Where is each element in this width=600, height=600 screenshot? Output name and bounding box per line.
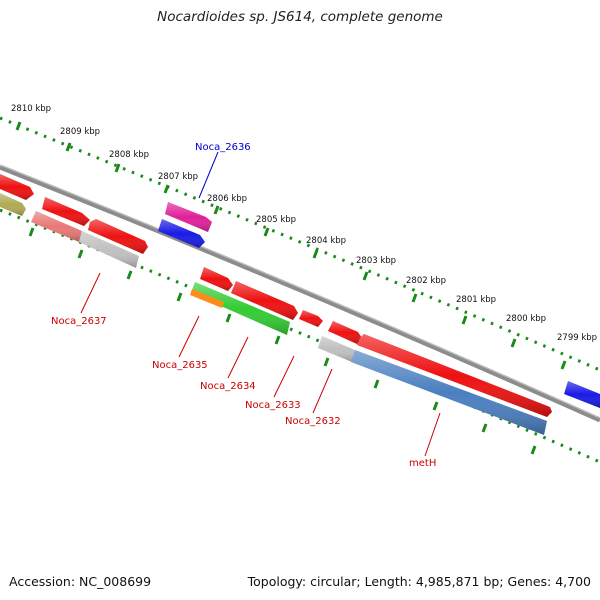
scale-label: 2801 kbp [456, 295, 496, 305]
tick-2801 [461, 315, 468, 325]
gene-label-metH[interactable]: metH [409, 458, 436, 469]
scale-label: 2804 kbp [306, 236, 346, 246]
outer-ticks [15, 121, 567, 370]
reverse-features [190, 267, 552, 435]
feature-red-3[interactable] [88, 219, 148, 254]
leader-noca-2635 [178, 315, 200, 358]
scale-label: 2805 kbp [256, 215, 296, 225]
feature-blue-1[interactable] [158, 219, 205, 248]
feature-grey-2[interactable] [318, 336, 355, 362]
scale-label: 2799 kbp [557, 333, 597, 343]
genome-backbone [0, 164, 600, 423]
feature-red-4[interactable] [200, 267, 233, 291]
scale-label: 2808 kbp [109, 150, 149, 160]
scale-label: 2810 kbp [11, 104, 51, 114]
feature-red-6[interactable] [299, 310, 323, 327]
tick-2799 [560, 360, 567, 370]
tick-2805 [263, 227, 270, 237]
leader-noca-2632 [312, 368, 333, 414]
tick-2810 [15, 121, 22, 131]
gene-label-noca-2635[interactable]: Noca_2635 [152, 360, 208, 371]
leader-noca-2634 [227, 336, 249, 379]
scale-label: 2806 kbp [207, 194, 247, 204]
tick-2809 [65, 142, 72, 152]
gene-label-noca-2632[interactable]: Noca_2632 [285, 416, 341, 427]
forward-features [0, 174, 600, 408]
genome-summary-text: Topology: circular; Length: 4,985,871 bp… [247, 574, 591, 589]
leader-noca-2633 [273, 355, 295, 398]
scale-label: 2800 kbp [506, 314, 546, 324]
scale-label: 2803 kbp [356, 256, 396, 266]
genome-backbone-highlight [0, 164, 600, 419]
gene-labels: Noca_2636 Noca_2637 Noca_2635 Noca_2634 … [51, 142, 436, 469]
inner-ticks [28, 227, 537, 455]
feature-green[interactable] [191, 282, 290, 335]
map-title: Nocardioides sp. JS614, complete genome [157, 9, 443, 25]
feature-metH[interactable] [351, 350, 547, 435]
tick-2807 [163, 184, 170, 194]
inner-ruler-track [0, 208, 600, 464]
feature-red-2[interactable] [42, 197, 90, 226]
gene-label-noca-2634[interactable]: Noca_2634 [200, 381, 256, 392]
tick-2808 [114, 163, 121, 173]
tick-2803 [362, 271, 369, 281]
feature-noca-2636[interactable] [165, 202, 212, 232]
feature-blue-2[interactable] [564, 381, 600, 408]
feature-grey-1[interactable] [79, 231, 139, 268]
feature-red-8[interactable] [357, 334, 552, 417]
scale-label: 2809 kbp [60, 127, 100, 137]
scale-label: 2807 kbp [158, 172, 198, 182]
label-leaders [80, 151, 441, 457]
leader-noca-2637 [80, 272, 101, 314]
accession-text: Accession: NC_008699 [9, 574, 152, 589]
scale-label: 2802 kbp [406, 276, 446, 286]
tick-2800 [510, 338, 517, 348]
outer-ruler-track [0, 116, 600, 372]
feature-red-1[interactable] [0, 174, 34, 200]
leader-metH [424, 412, 441, 457]
feature-red-5[interactable] [231, 281, 298, 320]
gene-label-noca-2636[interactable]: Noca_2636 [195, 142, 251, 153]
tick-2802 [411, 293, 418, 303]
gene-label-noca-2637[interactable]: Noca_2637 [51, 316, 107, 327]
tick-2806 [213, 205, 220, 215]
gene-label-noca-2633[interactable]: Noca_2633 [245, 400, 301, 411]
feature-orange[interactable] [190, 289, 224, 308]
feature-olive[interactable] [0, 193, 26, 216]
feature-pink[interactable] [31, 211, 82, 242]
feature-red-7[interactable] [328, 321, 362, 344]
scale-labels: 2810 kbp 2809 kbp 2808 kbp 2807 kbp 2806… [11, 104, 597, 343]
tick-2804 [312, 249, 319, 259]
leader-noca-2636 [198, 151, 219, 199]
